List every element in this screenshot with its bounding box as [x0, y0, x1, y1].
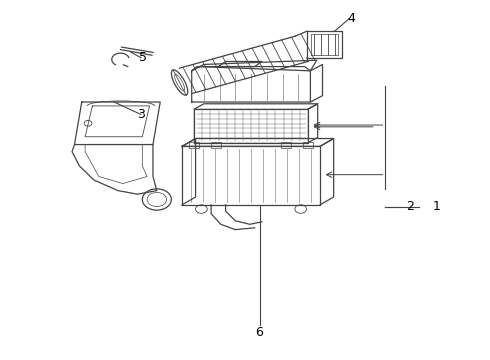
Text: 5: 5: [139, 51, 147, 64]
Text: 6: 6: [256, 326, 264, 339]
Bar: [281, 142, 291, 148]
Bar: [303, 142, 313, 148]
Bar: [211, 142, 221, 148]
Text: 4: 4: [347, 12, 356, 25]
Text: 3: 3: [137, 108, 145, 121]
Text: 2: 2: [406, 200, 414, 213]
Text: 1: 1: [432, 200, 441, 213]
Bar: [189, 142, 199, 148]
